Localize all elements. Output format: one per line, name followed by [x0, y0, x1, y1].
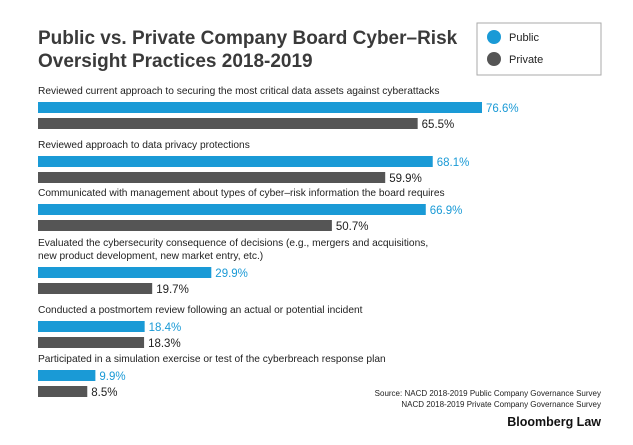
value-label-private: 50.7%	[336, 221, 369, 233]
legend-swatch-public	[487, 30, 501, 44]
bar-private	[38, 337, 145, 348]
bar-public	[38, 267, 212, 278]
value-label-private: 18.3%	[148, 338, 181, 350]
bar-private	[38, 172, 386, 183]
chart-title-line-2: Oversight Practices 2018-2019	[38, 51, 313, 72]
value-label-public: 76.6%	[486, 103, 519, 115]
category-label: Reviewed approach to data privacy protec…	[38, 140, 250, 151]
value-label-private: 19.7%	[156, 284, 189, 296]
bar-groups: Reviewed current approach to securing th…	[38, 86, 519, 399]
value-label-private: 65.5%	[422, 119, 455, 131]
category-label: Conducted a postmortem review following …	[38, 305, 363, 316]
value-label-public: 68.1%	[437, 157, 470, 169]
value-label-private: 59.9%	[389, 173, 422, 185]
bar-private	[38, 118, 418, 129]
bar-public	[38, 370, 96, 381]
bar-public	[38, 321, 145, 332]
bar-public	[38, 156, 433, 167]
category-label: new product development, new market entr…	[38, 251, 263, 262]
value-label-public: 9.9%	[99, 371, 125, 383]
value-label-public: 18.4%	[149, 322, 182, 334]
bar-public	[38, 204, 426, 215]
category-label: Communicated with management about types…	[38, 188, 445, 199]
bar-private	[38, 283, 153, 294]
category-label: Reviewed current approach to securing th…	[38, 86, 439, 97]
chart-title-line-1: Public vs. Private Company Board Cyber–R…	[38, 28, 458, 49]
source-line-2: NACD 2018-2019 Private Company Governanc…	[401, 400, 601, 409]
brand-logo: Bloomberg Law	[507, 415, 601, 429]
value-label-public: 66.9%	[430, 205, 463, 217]
source-line-1: Source: NACD 2018-2019 Public Company Go…	[375, 389, 601, 398]
legend: Public Private	[476, 22, 602, 76]
value-label-public: 29.9%	[215, 268, 248, 280]
legend-label-public: Public	[509, 32, 539, 44]
value-label-private: 8.5%	[91, 387, 117, 399]
bar-private	[38, 220, 332, 231]
category-label: Evaluated the cybersecurity consequence …	[38, 238, 428, 249]
legend-label-private: Private	[509, 54, 543, 66]
legend-swatch-private	[487, 52, 501, 66]
category-label: Participated in a simulation exercise or…	[38, 354, 386, 365]
bar-private	[38, 386, 88, 397]
bar-public	[38, 102, 482, 113]
